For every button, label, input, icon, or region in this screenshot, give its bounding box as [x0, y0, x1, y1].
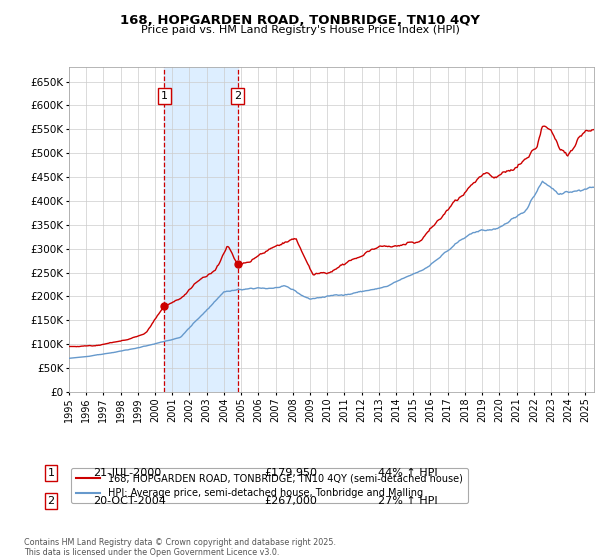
Text: 2: 2	[47, 496, 55, 506]
Text: 1: 1	[47, 468, 55, 478]
Text: Contains HM Land Registry data © Crown copyright and database right 2025.
This d: Contains HM Land Registry data © Crown c…	[24, 538, 336, 557]
Text: 1: 1	[161, 91, 168, 101]
Text: £179,950: £179,950	[264, 468, 317, 478]
Text: 20-OCT-2004: 20-OCT-2004	[93, 496, 166, 506]
Bar	[164, 67, 238, 392]
Text: 44% ↑ HPI: 44% ↑ HPI	[378, 468, 437, 478]
Text: 168, HOPGARDEN ROAD, TONBRIDGE, TN10 4QY: 168, HOPGARDEN ROAD, TONBRIDGE, TN10 4QY	[120, 14, 480, 27]
Legend: 168, HOPGARDEN ROAD, TONBRIDGE, TN10 4QY (semi-detached house), HPI: Average pri: 168, HOPGARDEN ROAD, TONBRIDGE, TN10 4QY…	[71, 468, 468, 503]
Text: 2: 2	[234, 91, 241, 101]
Text: £267,000: £267,000	[264, 496, 317, 506]
Text: 27% ↑ HPI: 27% ↑ HPI	[378, 496, 437, 506]
Text: 21-JUL-2000: 21-JUL-2000	[93, 468, 161, 478]
Text: Price paid vs. HM Land Registry's House Price Index (HPI): Price paid vs. HM Land Registry's House …	[140, 25, 460, 35]
